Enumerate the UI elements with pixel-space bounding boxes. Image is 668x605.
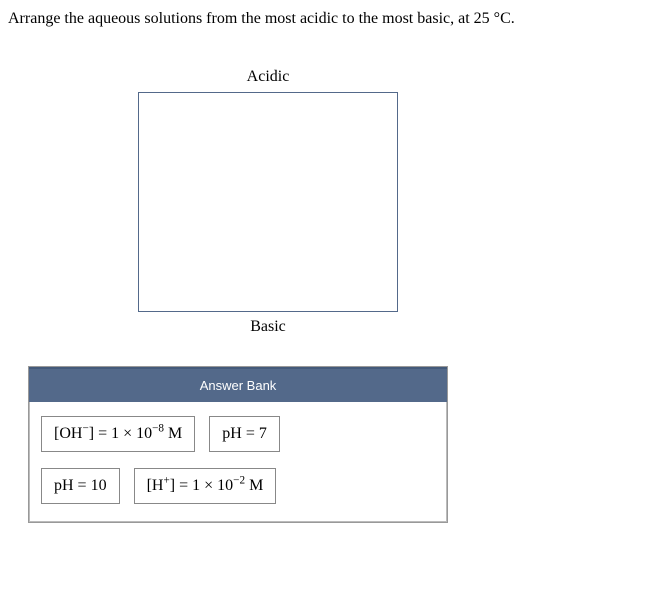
answer-tile[interactable]: [H+] = 1 × 10−2 M xyxy=(134,468,277,504)
ranking-area: Acidic Basic xyxy=(138,68,398,336)
bottom-label: Basic xyxy=(138,318,398,336)
question-text: Arrange the aqueous solutions from the m… xyxy=(8,10,660,28)
ranking-dropzone[interactable] xyxy=(138,92,398,312)
answer-bank-body: [OH−] = 1 × 10−8 M pH = 7 pH = 10 [H+] =… xyxy=(29,402,447,522)
answer-tile[interactable]: [OH−] = 1 × 10−8 M xyxy=(41,416,195,452)
answer-tile[interactable]: pH = 7 xyxy=(209,416,280,452)
answer-bank: Answer Bank [OH−] = 1 × 10−8 M pH = 7 pH… xyxy=(28,366,448,523)
top-label: Acidic xyxy=(138,68,398,86)
answer-tile[interactable]: pH = 10 xyxy=(41,468,120,504)
answer-bank-header: Answer Bank xyxy=(29,367,447,402)
